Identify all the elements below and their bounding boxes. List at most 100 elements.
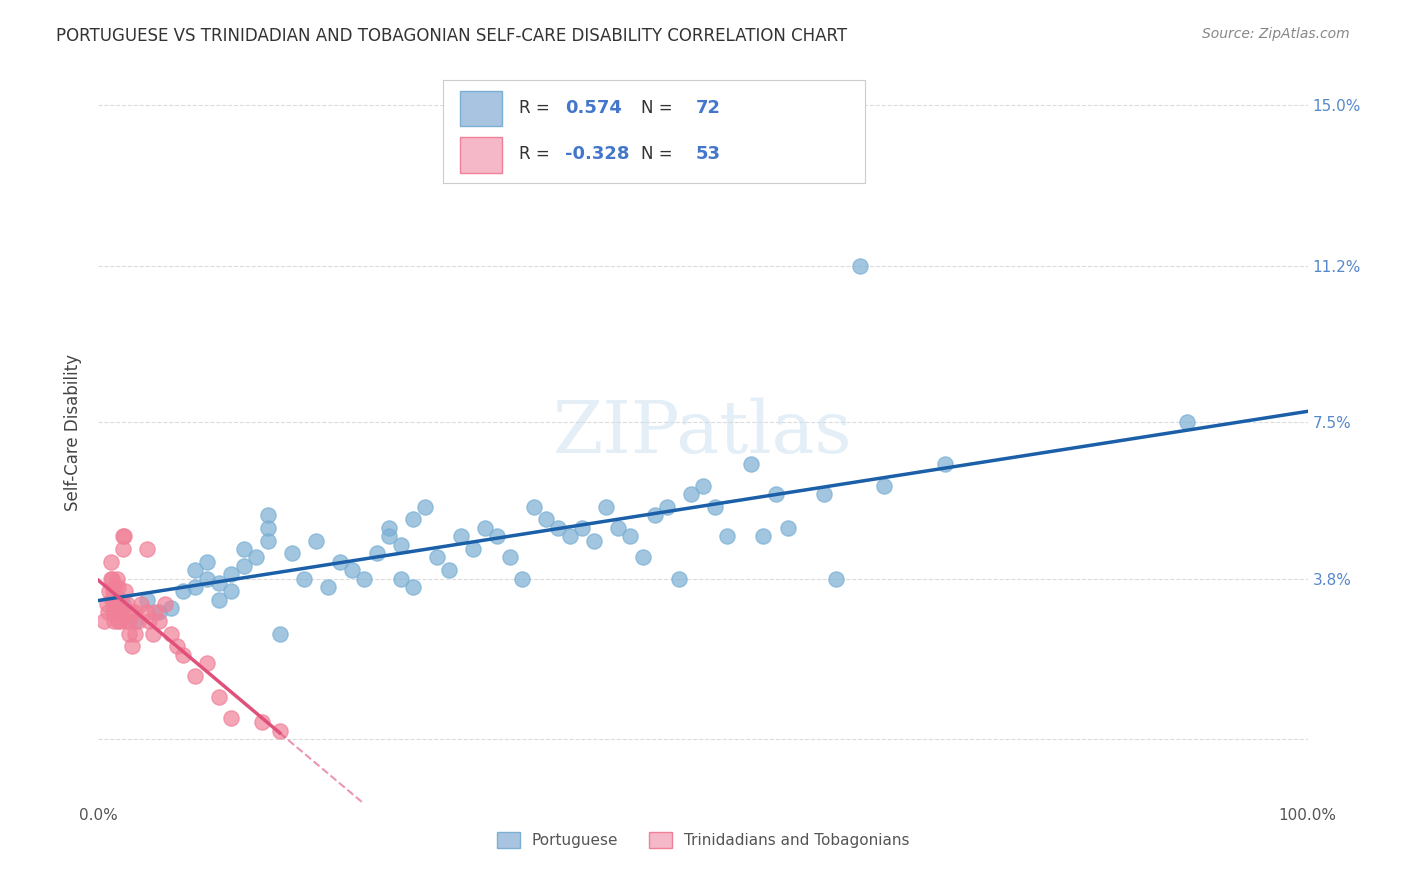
Point bbox=[135, 606, 157, 620]
Point bbox=[534, 512, 557, 526]
Point bbox=[104, 606, 127, 620]
Text: PORTUGUESE VS TRINIDADIAN AND TOBAGONIAN SELF-CARE DISABILITY CORRELATION CHART: PORTUGUESE VS TRINIDADIAN AND TOBAGONIAN… bbox=[56, 27, 848, 45]
Point bbox=[740, 458, 762, 472]
Point bbox=[100, 572, 122, 586]
Point bbox=[305, 533, 328, 548]
Point bbox=[269, 723, 291, 738]
Point bbox=[208, 690, 231, 704]
Point bbox=[256, 533, 278, 548]
Point bbox=[97, 606, 120, 620]
Point bbox=[752, 529, 775, 543]
Point bbox=[121, 640, 143, 654]
Point bbox=[98, 584, 121, 599]
Point bbox=[103, 597, 125, 611]
Point bbox=[100, 592, 122, 607]
Point bbox=[118, 626, 141, 640]
Legend: Portuguese, Trinidadians and Tobagonians: Portuguese, Trinidadians and Tobagonians bbox=[491, 826, 915, 855]
Point bbox=[221, 567, 243, 582]
Point bbox=[245, 550, 267, 565]
Point bbox=[117, 597, 139, 611]
Bar bbox=[460, 91, 502, 127]
Point bbox=[120, 606, 142, 620]
Point bbox=[101, 606, 124, 620]
Point bbox=[100, 572, 122, 586]
Point bbox=[644, 508, 666, 522]
Point bbox=[292, 572, 315, 586]
Point bbox=[232, 541, 254, 556]
Point bbox=[195, 656, 218, 670]
Point bbox=[571, 521, 593, 535]
Text: 53: 53 bbox=[696, 145, 721, 163]
Point bbox=[111, 529, 134, 543]
Point bbox=[142, 626, 165, 640]
Point bbox=[115, 614, 138, 628]
Point bbox=[523, 500, 546, 514]
Point bbox=[104, 580, 127, 594]
Point bbox=[486, 529, 509, 543]
Text: R =: R = bbox=[519, 99, 555, 117]
Point bbox=[153, 597, 176, 611]
Point bbox=[389, 572, 412, 586]
Point bbox=[631, 550, 654, 565]
Point bbox=[583, 533, 606, 548]
Point bbox=[776, 521, 799, 535]
Point bbox=[93, 614, 115, 628]
Point bbox=[195, 555, 218, 569]
Point bbox=[474, 521, 496, 535]
Point bbox=[256, 508, 278, 522]
Point bbox=[108, 597, 131, 611]
Point bbox=[148, 606, 170, 620]
Point bbox=[825, 572, 848, 586]
Point bbox=[124, 626, 146, 640]
Text: -0.328: -0.328 bbox=[565, 145, 630, 163]
Text: Source: ZipAtlas.com: Source: ZipAtlas.com bbox=[1202, 27, 1350, 41]
Point bbox=[463, 541, 485, 556]
Point bbox=[498, 550, 520, 565]
Point bbox=[107, 614, 129, 628]
Point bbox=[595, 500, 617, 514]
Point bbox=[124, 606, 146, 620]
Point bbox=[813, 487, 835, 501]
Point bbox=[172, 584, 194, 599]
Point bbox=[232, 558, 254, 573]
Point bbox=[377, 529, 399, 543]
Point bbox=[208, 575, 231, 590]
Point bbox=[110, 606, 132, 620]
Point bbox=[184, 580, 207, 594]
Point bbox=[607, 521, 630, 535]
Point bbox=[105, 597, 128, 611]
Point bbox=[668, 572, 690, 586]
Point bbox=[765, 487, 787, 501]
Point bbox=[342, 563, 364, 577]
Point bbox=[389, 538, 412, 552]
Point bbox=[221, 584, 243, 599]
Point bbox=[101, 584, 124, 599]
Point bbox=[547, 521, 569, 535]
Point bbox=[1175, 415, 1198, 429]
Point bbox=[281, 546, 304, 560]
Point bbox=[426, 550, 449, 565]
Point bbox=[112, 529, 135, 543]
Point bbox=[135, 592, 157, 607]
Point bbox=[269, 626, 291, 640]
Point bbox=[184, 669, 207, 683]
Point bbox=[127, 614, 149, 628]
Point bbox=[118, 614, 141, 628]
Point bbox=[108, 606, 131, 620]
Point bbox=[402, 512, 425, 526]
Point bbox=[510, 572, 533, 586]
Point bbox=[329, 555, 352, 569]
Point bbox=[135, 541, 157, 556]
Point bbox=[558, 529, 581, 543]
Point bbox=[316, 580, 339, 594]
Y-axis label: Self-Care Disability: Self-Care Disability bbox=[65, 354, 83, 511]
Point bbox=[195, 572, 218, 586]
Point bbox=[704, 500, 727, 514]
Point bbox=[679, 487, 702, 501]
Point bbox=[655, 500, 678, 514]
Text: N =: N = bbox=[641, 145, 678, 163]
Bar bbox=[460, 136, 502, 173]
Point bbox=[873, 478, 896, 492]
Point bbox=[100, 555, 122, 569]
Point bbox=[437, 563, 460, 577]
